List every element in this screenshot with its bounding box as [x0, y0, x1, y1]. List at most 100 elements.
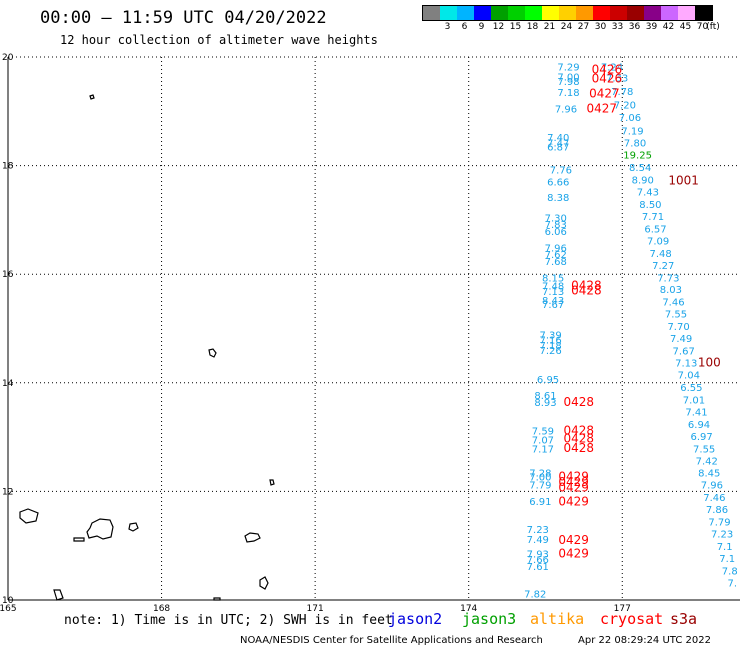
pass-time-label: 0428 [563, 441, 594, 455]
wave-height-label: 6.55 [680, 383, 702, 394]
wave-height-label: 7.1 [717, 542, 733, 553]
legend-swatch [610, 6, 627, 20]
lat-tick-label: 16 [2, 270, 14, 280]
wave-height-label: 7.96 [701, 481, 723, 492]
pass-time-label: 0428 [571, 278, 602, 292]
wave-height-label: 8.38 [547, 193, 569, 204]
lat-tick-label: 20 [2, 53, 14, 63]
wave-height-label: 7.93 [527, 550, 549, 561]
legend-tick-label: 39 [645, 22, 658, 32]
wave-height-label: 7.79 [529, 481, 551, 492]
legend-s3a: s3a [670, 610, 698, 628]
island-outline [86, 518, 114, 540]
chart-subtitle: 12 hour collection of altimeter wave hei… [60, 33, 378, 47]
wave-height-label: 7.04 [678, 370, 700, 381]
pass-time-label: 1001 [668, 174, 699, 188]
legend-swatch [542, 6, 559, 20]
wave-height-label: 7.18 [557, 88, 579, 99]
legend-tick-label: 30 [594, 22, 607, 32]
wave-height-label: 7.27 [652, 261, 674, 272]
wave-height-label: 7.67 [542, 300, 564, 311]
legend-tick-label: 3 [444, 22, 451, 32]
wave-height-label: 7.68 [545, 257, 567, 268]
color-legend [422, 5, 713, 21]
wave-height-label: 7.24 [601, 63, 623, 74]
chart-title: 00:00 – 11:59 UTC 04/20/2022 [40, 8, 327, 28]
island-outline [244, 532, 261, 543]
pass-time-label: 0428 [563, 423, 594, 437]
wave-height-label: 8.93 [534, 398, 556, 409]
wave-height-label: 6.87 [547, 142, 569, 153]
pass-time-label: 0428 [571, 283, 602, 297]
legend-swatch [576, 6, 593, 20]
legend-swatch [440, 6, 457, 20]
lon-tick-label: 168 [153, 604, 170, 614]
legend-swatch [474, 6, 491, 20]
lat-tick-label: 18 [2, 162, 14, 172]
wave-height-label: 7.71 [642, 212, 664, 223]
legend-swatch [678, 6, 695, 20]
legend-swatch [525, 6, 542, 20]
wave-height-label: 7.59 [532, 426, 554, 437]
wave-height-label: 7.49 [670, 334, 692, 345]
island-outline [269, 479, 275, 486]
wave-height-label: 7.30 [545, 214, 567, 225]
legend-tick-label: 21 [543, 22, 556, 32]
pass-time-label: 0427 [587, 101, 618, 115]
wave-height-label: 7.55 [693, 444, 715, 455]
wave-height-label: 7.28 [529, 469, 551, 480]
wave-height-label: 7.17 [532, 444, 554, 455]
island-outline [19, 508, 39, 524]
island-outline [128, 522, 139, 532]
lat-tick-label: 14 [2, 379, 14, 389]
pass-time-label: 0429 [558, 470, 589, 484]
wave-height-label: 7.16 [539, 336, 561, 347]
island-outline [259, 576, 269, 590]
legend-tick-label: 9 [478, 22, 485, 32]
lon-tick-label: 177 [614, 604, 631, 614]
lat-tick-label: 12 [2, 487, 13, 497]
legend-cryosat: cryosat [600, 610, 664, 628]
legend-swatch [559, 6, 576, 20]
legend-swatch [661, 6, 678, 20]
wave-height-label: 8.61 [534, 391, 556, 402]
wave-height-label: 19.25 [623, 151, 652, 162]
wave-height-label: 7.76 [550, 166, 572, 177]
wave-height-label: 7.09 [647, 236, 669, 247]
wave-height-label: 6.91 [529, 497, 551, 508]
island-outline [89, 94, 95, 100]
wave-height-label: 7.46 [662, 298, 684, 309]
legend-tick-label: 18 [526, 22, 539, 32]
legend-tick-label: 42 [662, 22, 675, 32]
legend-swatch [593, 6, 610, 20]
legend-altika: altika [530, 610, 585, 628]
legend-tick-label: 36 [628, 22, 641, 32]
credit-text: NOAA/NESDIS Center for Satellite Applica… [240, 635, 543, 646]
island-outline [213, 597, 221, 601]
wave-height-label: 7.01 [683, 395, 705, 406]
wave-height-label: 7.96 [555, 104, 577, 115]
legend-swatch [491, 6, 508, 20]
wave-height-label: 7.66 [527, 555, 549, 566]
footer-note: note: 1) Time is in UTC; 2) SWH is in fe… [64, 613, 393, 628]
wave-height-label: 8.90 [632, 176, 654, 187]
wave-height-label: 7.07 [532, 436, 554, 447]
pass-time-label: 0429 [558, 495, 589, 509]
pass-time-label: 0428 [563, 395, 594, 409]
island-outline [73, 537, 85, 542]
legend-tick-label: 15 [509, 22, 522, 32]
wave-height-label: 7.86 [706, 505, 728, 516]
legend-swatch [457, 6, 474, 20]
pass-time-label: 0429 [558, 475, 589, 489]
wave-height-label: 7.73 [657, 273, 679, 284]
legend-swatch [644, 6, 661, 20]
wave-height-label: 7.23 [527, 525, 549, 536]
wave-height-label: 7.62 [545, 250, 567, 261]
legend-tick-label: 45 [679, 22, 692, 32]
legend-unit: (ft) [706, 22, 720, 32]
wave-height-label: 6.94 [688, 420, 710, 431]
wave-height-label: 7.42 [696, 456, 718, 467]
wave-height-label: 7.70 [667, 322, 689, 333]
legend-swatch [423, 6, 440, 20]
